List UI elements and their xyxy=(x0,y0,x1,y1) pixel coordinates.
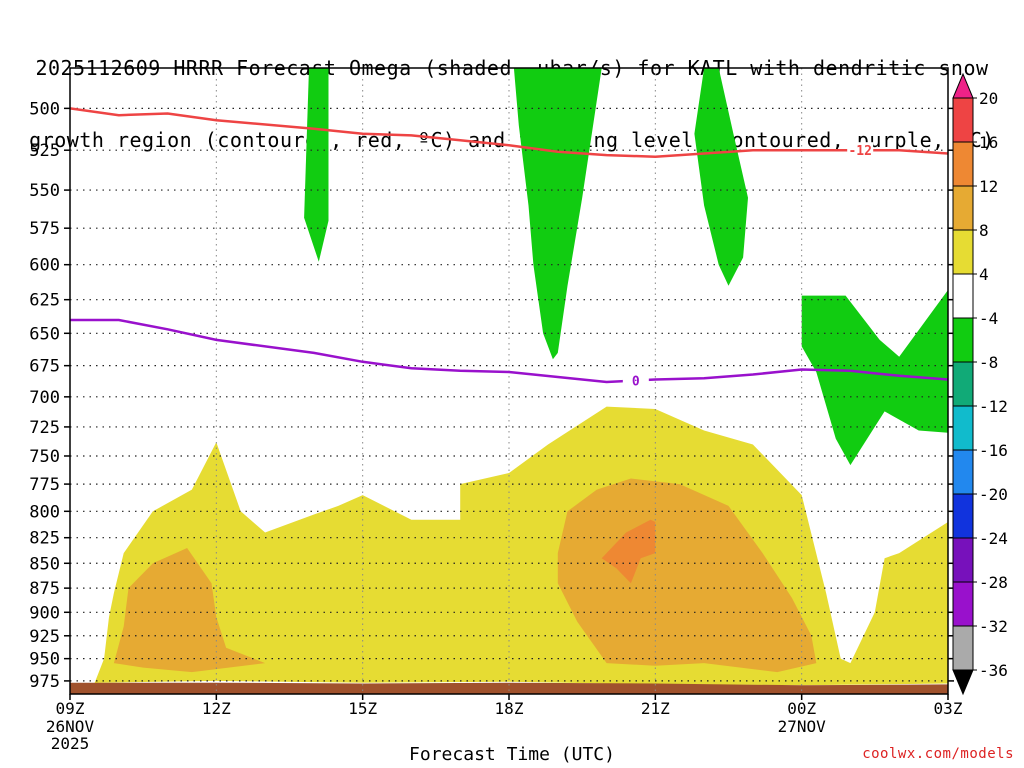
watermark-link[interactable]: coolwx.com/models xyxy=(862,746,1014,762)
y-tick-label: 900 xyxy=(29,603,60,623)
x-tick-label: 09Z xyxy=(56,699,85,718)
shaded-region-2 xyxy=(557,478,817,673)
shaded-region-3 xyxy=(601,519,656,584)
x-tick-label: 12Z xyxy=(202,699,231,718)
y-tick-label: 975 xyxy=(29,672,60,692)
colorbar-swatch-4 xyxy=(952,273,974,319)
y-tick-label: 600 xyxy=(29,256,60,276)
colorbar-label: -32 xyxy=(979,617,1008,636)
colorbar-label: -28 xyxy=(979,573,1008,592)
shaded-region-5 xyxy=(513,68,602,360)
colorbar-swatch-9 xyxy=(952,493,974,539)
y-tick-label: 725 xyxy=(29,418,60,438)
colorbar-swatch-6 xyxy=(952,361,974,407)
colorbar-label: 20 xyxy=(979,89,998,108)
y-tick-label: 850 xyxy=(29,554,60,574)
contour-line-1 xyxy=(70,318,948,384)
contour-label-bg-1 xyxy=(622,372,649,389)
y-tick-label: 625 xyxy=(29,291,60,311)
colorbar-swatch-5 xyxy=(952,317,974,363)
colorbar: 20 16 12 8 4 -4 -8 -12 -16 -20 -24 -28 -32 -36 xyxy=(952,72,1008,696)
y-tick-label: 775 xyxy=(29,475,60,495)
colorbar-swatch-8 xyxy=(952,449,974,495)
contour-label-bg-0 xyxy=(847,142,874,159)
contour-label-0: -12 xyxy=(848,144,871,159)
colorbar-label: 12 xyxy=(979,177,998,196)
shaded-region-1 xyxy=(113,548,266,673)
colorbar-label: 8 xyxy=(979,221,989,240)
colorbar-bottom-arrow xyxy=(952,669,974,696)
colorbar-label: -4 xyxy=(979,309,998,328)
x-tick-sublabel: 26NOV xyxy=(46,717,95,736)
x-axis-label: Forecast Time (UTC) xyxy=(409,744,615,765)
colorbar-label: -16 xyxy=(979,441,1008,460)
y-tick-label: 925 xyxy=(29,627,60,647)
shaded-region-8 xyxy=(70,682,948,694)
plot-area: -12 0 500 525 550 575 600 625 650 675 700 725 750 775… xyxy=(29,67,963,753)
y-tick-label: 675 xyxy=(29,357,60,377)
y-tick-label: 500 xyxy=(29,99,60,119)
colorbar-swatch-3 xyxy=(952,229,974,275)
colorbar-swatch-12 xyxy=(952,625,974,671)
colorbar-top-arrow xyxy=(952,72,974,99)
y-tick-label: 650 xyxy=(29,324,60,344)
colorbar-swatch-7 xyxy=(952,405,974,451)
y-tick-label: 825 xyxy=(29,529,60,549)
y-tick-label: 525 xyxy=(29,141,60,161)
contour-lines: -12 0 xyxy=(70,107,948,390)
shaded-region-4 xyxy=(304,68,329,262)
y-tick-label: 700 xyxy=(29,388,60,408)
contour-label-1: 0 xyxy=(632,375,640,390)
colorbar-label: -24 xyxy=(979,529,1008,548)
colorbar-label: -20 xyxy=(979,485,1008,504)
y-tick-label: 750 xyxy=(29,447,60,467)
shaded-region-6 xyxy=(694,68,748,286)
x-tick-sublabel: 2025 xyxy=(51,734,90,753)
y-axis: 500 525 550 575 600 625 650 675 700 725 750 775 800 8… xyxy=(29,99,954,692)
x-tick-sublabel: 27NOV xyxy=(778,717,827,736)
y-tick-label: 800 xyxy=(29,502,60,522)
colorbar-swatch-0 xyxy=(952,97,974,143)
shaded-regions xyxy=(70,68,948,694)
y-tick-label: 575 xyxy=(29,219,60,239)
colorbar-label: -8 xyxy=(979,353,998,372)
x-tick-label: 00Z xyxy=(787,699,816,718)
y-tick-label: 950 xyxy=(29,650,60,670)
colorbar-swatch-1 xyxy=(952,141,974,187)
colorbar-label: 16 xyxy=(979,133,998,152)
x-tick-label: 18Z xyxy=(495,699,524,718)
x-tick-label: 03Z xyxy=(934,699,963,718)
colorbar-swatch-11 xyxy=(952,581,974,627)
colorbar-label: -36 xyxy=(979,661,1008,680)
colorbar-label: 4 xyxy=(979,265,989,284)
colorbar-label: -12 xyxy=(979,397,1008,416)
colorbar-swatch-10 xyxy=(952,537,974,583)
contour-line-0 xyxy=(70,107,948,158)
y-tick-label: 875 xyxy=(29,579,60,599)
x-tick-label: 15Z xyxy=(348,699,377,718)
y-tick-label: 550 xyxy=(29,181,60,201)
x-tick-label: 21Z xyxy=(641,699,670,718)
colorbar-swatch-2 xyxy=(952,185,974,231)
